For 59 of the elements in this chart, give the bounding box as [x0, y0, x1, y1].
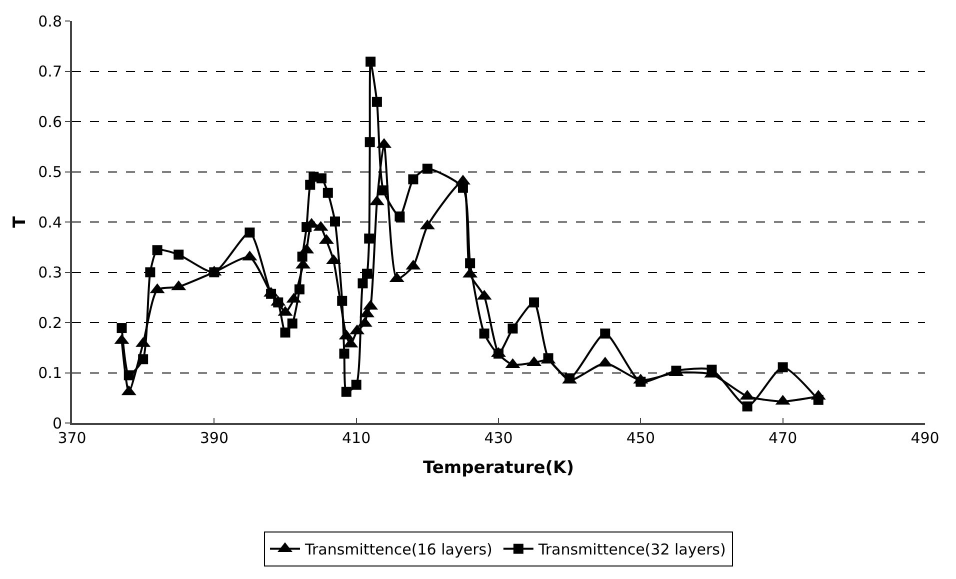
point [174, 250, 184, 260]
point [294, 284, 304, 294]
point [364, 137, 375, 148]
point [330, 216, 340, 226]
legend-label: Transmittence(16 layers) [304, 540, 492, 559]
point [322, 188, 333, 198]
point [706, 364, 717, 375]
point [244, 228, 255, 238]
point [116, 323, 127, 334]
point [479, 328, 490, 339]
y-tick-label: 0.8 [38, 12, 62, 30]
point [152, 245, 162, 256]
y-tick-label: 0.3 [38, 264, 62, 282]
legend-label: Transmittence(32 layers) [537, 540, 726, 559]
point [494, 348, 504, 359]
point [372, 96, 382, 107]
point [280, 328, 290, 338]
point [394, 211, 405, 222]
y-tick-label: 0.6 [38, 112, 62, 131]
point [337, 296, 348, 306]
point [287, 318, 298, 329]
point [316, 173, 326, 184]
x-tick-label: 450 [626, 429, 655, 447]
point [339, 348, 350, 359]
y-tick-label: 0.7 [38, 62, 62, 80]
point [351, 380, 362, 390]
point [778, 362, 788, 372]
point [378, 185, 388, 196]
point [813, 394, 824, 405]
y-tick-label: 0.1 [38, 364, 62, 382]
point [362, 268, 372, 279]
point [529, 297, 540, 308]
y-tick-label: 0.5 [38, 163, 62, 181]
x-tick-label: 430 [484, 429, 513, 447]
point [422, 164, 432, 174]
point [366, 56, 376, 67]
point [600, 328, 610, 339]
point [138, 354, 148, 364]
x-tick-label: 490 [910, 429, 940, 447]
y-tick-label: 0.4 [38, 213, 62, 232]
point [508, 324, 518, 334]
point [302, 222, 312, 232]
y-tick-label: 0.2 [38, 314, 62, 332]
x-tick-label: 410 [342, 429, 371, 447]
point [145, 267, 156, 278]
point [266, 288, 276, 299]
point [408, 174, 418, 184]
x-tick-label: 390 [200, 429, 228, 447]
point [358, 278, 368, 288]
point [297, 252, 308, 262]
point [364, 234, 374, 244]
x-axis-title: Temperature(K) [423, 458, 574, 478]
point [636, 376, 646, 387]
point [124, 370, 134, 380]
x-tick-label: 470 [768, 429, 798, 447]
point [465, 258, 476, 268]
point [341, 386, 352, 397]
y-axis-title: T [10, 216, 30, 228]
point [742, 401, 752, 412]
